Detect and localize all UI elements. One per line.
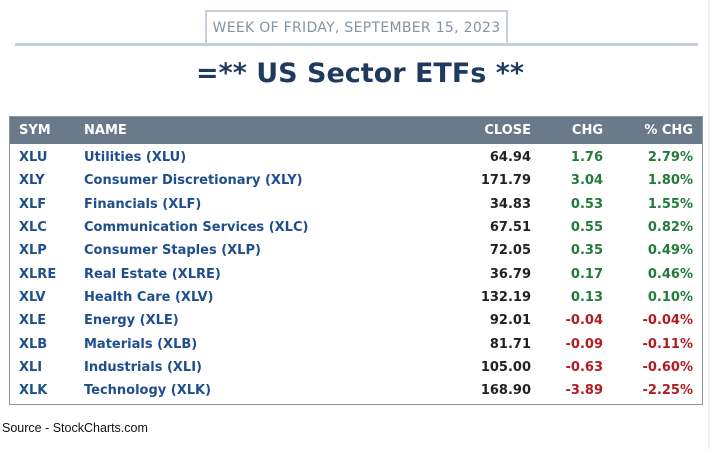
cell-name: Communication Services (XLC) (84, 220, 309, 236)
cell-pct-chg: 0.82% (647, 220, 693, 236)
table-body: XLU Utilities (XLU) 64.94 1.76 2.79% XLY Consu… (10, 144, 702, 402)
cell-chg: -0.09 (565, 336, 603, 352)
cell-close: 67.51 (489, 220, 531, 236)
table-row: XLI Industrials (XLI) 105.00 -0.63 -0.60% (10, 356, 702, 379)
week-label-box: WEEK OF FRIDAY, SEPTEMBER 15, 2023 (205, 10, 508, 44)
cell-sym: XLK (19, 383, 48, 399)
cell-close: 92.01 (489, 313, 531, 329)
source-note: Source - StockCharts.com (2, 421, 148, 435)
cell-close: 168.90 (480, 383, 531, 399)
cell-chg: 0.55 (570, 220, 603, 236)
cell-name: Financials (XLF) (84, 196, 202, 212)
column-header-sym: SYM (19, 123, 51, 138)
cell-name: Utilities (XLU) (84, 150, 187, 166)
cell-name: Consumer Discretionary (XLY) (84, 173, 303, 189)
cell-name: Energy (XLE) (84, 313, 179, 329)
week-label: WEEK OF FRIDAY, SEPTEMBER 15, 2023 (212, 20, 501, 36)
table-row: XLC Communication Services (XLC) 67.51 0.55… (10, 216, 702, 239)
table-row: XLRE Real Estate (XLRE) 36.79 0.17 0.46% (10, 262, 702, 285)
cell-close: 132.19 (480, 289, 531, 305)
cell-pct-chg: 0.10% (647, 289, 693, 305)
column-header-chg: CHG (571, 123, 603, 138)
table-row: XLF Financials (XLF) 34.83 0.53 1.55% (10, 193, 702, 216)
cell-chg: 0.53 (570, 196, 603, 212)
table-row: XLP Consumer Staples (XLP) 72.05 0.35 0.49% (10, 239, 702, 262)
page-right-rule (708, 0, 710, 449)
cell-sym: XLRE (19, 266, 57, 282)
cell-close: 36.79 (489, 266, 531, 282)
cell-close: 81.71 (489, 336, 531, 352)
cell-chg: -0.04 (565, 313, 603, 329)
cell-name: Health Care (XLV) (84, 289, 214, 305)
column-header-name: NAME (84, 123, 127, 138)
cell-pct-chg: -0.11% (642, 336, 694, 352)
table-row: XLK Technology (XLK) 168.90 -3.89 -2.25% (10, 379, 702, 402)
header-divider (15, 43, 698, 46)
cell-sym: XLP (19, 243, 47, 259)
table-row: XLB Materials (XLB) 81.71 -0.09 -0.11% (10, 332, 702, 355)
cell-sym: XLF (19, 196, 47, 212)
table-row: XLU Utilities (XLU) 64.94 1.76 2.79% (10, 146, 702, 169)
cell-sym: XLB (19, 336, 48, 352)
column-header-close: CLOSE (484, 123, 531, 138)
cell-sym: XLU (19, 150, 48, 166)
cell-chg: 0.17 (570, 266, 603, 282)
cell-chg: 1.76 (570, 150, 603, 166)
cell-pct-chg: 1.80% (647, 173, 693, 189)
sector-etf-table: SYM NAME CLOSE CHG % CHG XLU Utilities (X… (9, 116, 703, 405)
cell-pct-chg: -2.25% (642, 383, 694, 399)
cell-name: Industrials (XLI) (84, 359, 202, 375)
cell-name: Technology (XLK) (84, 383, 212, 399)
cell-pct-chg: -0.04% (642, 313, 694, 329)
cell-name: Real Estate (XLRE) (84, 266, 221, 282)
cell-close: 34.83 (489, 196, 531, 212)
cell-sym: XLC (19, 220, 47, 236)
table-header: SYM NAME CLOSE CHG % CHG (10, 117, 702, 144)
cell-sym: XLV (19, 289, 46, 305)
table-row: XLY Consumer Discretionary (XLY) 171.79 3.0… (10, 169, 702, 192)
cell-close: 72.05 (489, 243, 531, 259)
cell-sym: XLI (19, 359, 43, 375)
page-title: =** US Sector ETFs ** (196, 58, 524, 89)
table-row: XLE Energy (XLE) 92.01 -0.04 -0.04% (10, 309, 702, 332)
cell-name: Materials (XLB) (84, 336, 198, 352)
cell-name: Consumer Staples (XLP) (84, 243, 261, 259)
cell-close: 64.94 (489, 150, 531, 166)
cell-pct-chg: 2.79% (647, 150, 693, 166)
cell-pct-chg: 0.49% (647, 243, 693, 259)
cell-chg: -0.63 (565, 359, 603, 375)
cell-close: 171.79 (480, 173, 531, 189)
cell-pct-chg: 0.46% (647, 266, 693, 282)
cell-chg: 0.35 (570, 243, 603, 259)
cell-close: 105.00 (480, 359, 531, 375)
cell-chg: 0.13 (570, 289, 603, 305)
column-header-pct-chg: % CHG (644, 123, 693, 138)
cell-sym: XLY (19, 173, 45, 189)
table-row: XLV Health Care (XLV) 132.19 0.13 0.10% (10, 286, 702, 309)
cell-sym: XLE (19, 313, 47, 329)
cell-pct-chg: -0.60% (642, 359, 694, 375)
cell-chg: -3.89 (565, 383, 603, 399)
cell-chg: 3.04 (570, 173, 603, 189)
cell-pct-chg: 1.55% (647, 196, 693, 212)
